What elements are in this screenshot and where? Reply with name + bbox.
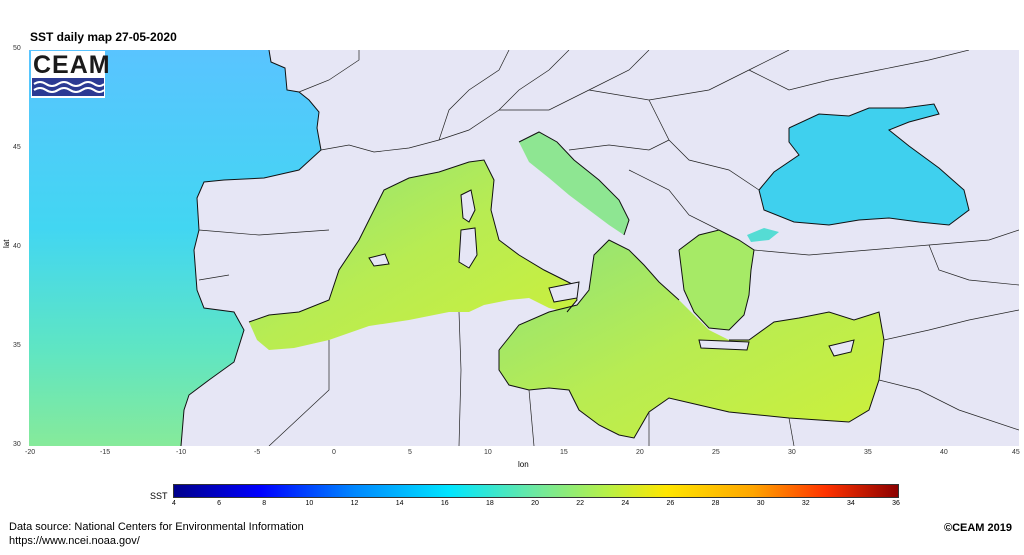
lon-tick: 30 <box>788 449 796 456</box>
colorbar-tick: 12 <box>350 500 359 507</box>
ceam-logo: CEAM <box>31 51 110 98</box>
colorbar-tick: 18 <box>485 500 494 507</box>
lon-tick: 25 <box>712 449 720 456</box>
colorbar-label: SST <box>150 491 168 501</box>
lat-tick: 30 <box>13 441 21 448</box>
lat-tick: 45 <box>13 144 21 151</box>
lon-tick: -10 <box>176 449 187 456</box>
country-borders <box>198 50 1019 446</box>
western-mediterranean <box>249 160 577 350</box>
colorbar-tick: 28 <box>711 500 720 507</box>
sst-map-svg <box>29 50 1019 446</box>
map-title: SST daily map 27-05-2020 <box>30 30 177 44</box>
aegean-sea <box>679 230 754 330</box>
colorbar-tick: 14 <box>395 500 404 507</box>
black-sea <box>759 104 969 225</box>
colorbar-tick: 10 <box>305 500 314 507</box>
colorbar-tick: 16 <box>440 500 449 507</box>
lon-tick: 10 <box>484 449 492 456</box>
colorbar-tick: 6 <box>217 500 222 507</box>
lon-tick: 20 <box>636 449 644 456</box>
colorbar-tick: 36 <box>892 500 900 507</box>
lat-tick: 35 <box>13 342 21 349</box>
lon-tick: 15 <box>560 449 568 456</box>
colorbar-tick: 4 <box>172 500 176 507</box>
lon-tick: 40 <box>940 449 948 456</box>
colorbar-tick: 30 <box>756 500 765 507</box>
sst-map <box>29 50 1019 446</box>
colorbar-tick: 24 <box>621 500 630 507</box>
lon-tick: 5 <box>408 449 412 456</box>
marmara-sea <box>747 228 779 242</box>
atlantic-ocean <box>29 50 321 446</box>
islands <box>368 189 855 357</box>
data-source-url: https://www.ncei.noaa.gov/ <box>9 535 140 547</box>
colorbar-tick: 32 <box>801 500 810 507</box>
lon-tick: -15 <box>100 449 111 456</box>
ceam-waves-icon <box>32 78 104 96</box>
logo-text: CEAM <box>33 51 111 79</box>
colorbar-tick: 34 <box>846 500 855 507</box>
colorbar-tick: 8 <box>262 500 267 507</box>
y-axis-label: lat <box>2 239 11 248</box>
data-source-text: Data source: National Centers for Enviro… <box>9 521 304 533</box>
colorbar <box>173 484 899 498</box>
lat-tick: 50 <box>13 45 21 52</box>
lon-tick: -20 <box>25 449 36 456</box>
colorbar-tick: 20 <box>531 500 539 507</box>
lat-tick: 40 <box>13 243 21 250</box>
lon-tick: 0 <box>332 449 336 456</box>
lon-tick: 35 <box>864 449 872 456</box>
x-axis-label: lon <box>518 460 529 469</box>
colorbar-tick: 26 <box>666 500 675 507</box>
lon-tick: -5 <box>254 449 261 456</box>
copyright-text: ©CEAM 2019 <box>943 522 1012 534</box>
colorbar-tick: 22 <box>576 500 585 507</box>
adriatic-sea <box>519 132 629 235</box>
eastern-mediterranean <box>499 240 884 438</box>
lon-tick: 45 <box>1012 449 1020 456</box>
